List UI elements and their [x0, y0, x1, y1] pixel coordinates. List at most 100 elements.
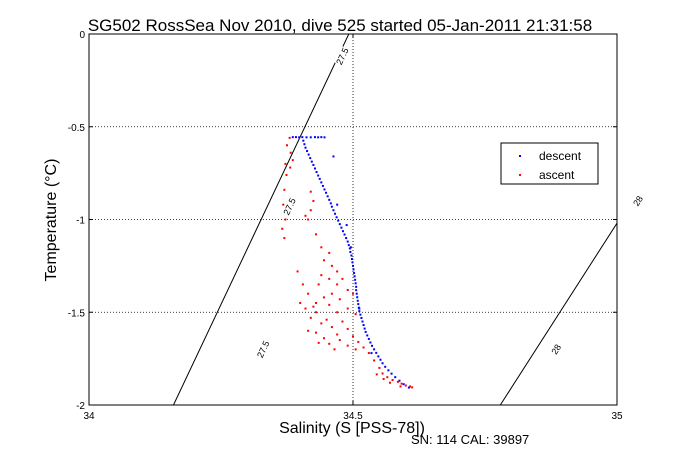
point-descent-50 — [354, 278, 357, 281]
point-ascent-46 — [315, 331, 318, 334]
x-tick-label-1: 34.5 — [343, 411, 363, 422]
isopycnal-label-bg — [254, 339, 272, 360]
point-descent-14 — [307, 153, 310, 156]
data-points — [281, 136, 414, 389]
point-ascent-49 — [322, 337, 325, 340]
point-descent-42 — [349, 250, 352, 253]
y-tick-label-3: -1.5 — [68, 308, 86, 319]
point-ascent-28 — [330, 292, 333, 295]
point-descent-13 — [306, 150, 309, 153]
point-ascent-55 — [362, 346, 365, 349]
point-descent-21 — [318, 177, 321, 180]
point-descent-72 — [377, 355, 380, 358]
point-descent-59 — [358, 310, 361, 313]
point-ascent-70 — [396, 380, 399, 383]
point-ascent-2 — [289, 151, 292, 154]
point-descent-22 — [320, 181, 323, 184]
point-descent-4 — [305, 136, 308, 139]
point-descent-16 — [310, 160, 313, 163]
point-descent-57 — [357, 303, 360, 306]
point-descent-40 — [347, 244, 350, 247]
point-descent-56 — [356, 299, 359, 302]
point-ascent-10 — [281, 227, 284, 230]
point-ascent-45 — [307, 329, 310, 332]
point-ascent-60 — [299, 301, 302, 304]
point-descent-74 — [381, 362, 384, 365]
point-ascent-39 — [309, 316, 312, 319]
point-ascent-36 — [315, 311, 318, 314]
y-tick-label-2: -1 — [76, 216, 85, 227]
point-ascent-21 — [330, 264, 333, 267]
point-descent-38 — [345, 237, 348, 240]
point-descent-85 — [349, 246, 352, 249]
point-ascent-20 — [322, 259, 325, 262]
point-ascent-64 — [367, 352, 370, 355]
point-ascent-34 — [346, 307, 349, 310]
point-ascent-69 — [391, 378, 394, 381]
legend-label-descent: descent — [539, 149, 582, 163]
y-tick-label-0: 0 — [79, 30, 85, 41]
point-descent-30 — [332, 209, 335, 212]
point-ascent-33 — [328, 303, 331, 306]
isopycnal-label-bg — [547, 339, 566, 360]
point-ascent-18 — [320, 246, 323, 249]
point-ascent-43 — [330, 326, 333, 329]
point-ascent-76 — [382, 378, 385, 381]
point-descent-61 — [360, 317, 363, 320]
isopycnal-label-1-2: 28 — [549, 342, 563, 356]
point-descent-24 — [323, 188, 326, 191]
isopycnal-contours: 27.527.527.5282828 — [173, 34, 648, 405]
point-ascent-4 — [289, 166, 292, 169]
point-ascent-26 — [336, 283, 339, 286]
point-ascent-0 — [288, 136, 291, 139]
point-descent-29 — [330, 205, 333, 208]
point-descent-84 — [345, 224, 348, 227]
point-descent-25 — [325, 191, 328, 194]
point-descent-65 — [364, 330, 367, 333]
point-descent-6 — [313, 136, 316, 139]
point-ascent-61 — [307, 292, 310, 295]
y-axis-label: Temperature (°C) — [43, 159, 60, 282]
point-ascent-38 — [354, 313, 357, 316]
point-ascent-75 — [375, 373, 378, 376]
point-ascent-22 — [336, 270, 339, 273]
point-descent-54 — [355, 292, 358, 295]
y-tick-label-4: -2 — [76, 401, 85, 412]
point-ascent-71 — [400, 382, 403, 385]
point-ascent-23 — [320, 274, 323, 277]
point-ascent-6 — [285, 173, 288, 176]
point-descent-32 — [335, 216, 338, 219]
legend-marker-ascent — [519, 174, 521, 176]
point-descent-7 — [317, 136, 320, 139]
point-descent-23 — [321, 184, 324, 187]
point-descent-81 — [407, 386, 410, 389]
isopycnal-label-bg — [629, 190, 648, 212]
point-descent-76 — [387, 369, 390, 372]
point-descent-39 — [346, 240, 349, 243]
point-descent-12 — [304, 146, 307, 149]
point-ascent-3 — [291, 159, 294, 162]
point-ascent-44 — [346, 327, 349, 330]
legend-marker-descent — [519, 155, 521, 157]
point-ascent-8 — [282, 203, 285, 206]
point-descent-35 — [340, 226, 343, 229]
point-descent-27 — [328, 198, 331, 201]
point-ascent-24 — [328, 277, 331, 280]
point-ascent-48 — [352, 335, 354, 338]
point-descent-28 — [329, 202, 332, 205]
point-ascent-67 — [381, 372, 384, 375]
point-descent-70 — [373, 348, 376, 351]
point-ascent-42 — [320, 322, 323, 325]
isopycnal-line-0 — [173, 34, 350, 405]
point-ascent-35 — [304, 307, 307, 310]
point-descent-33 — [337, 219, 340, 222]
point-descent-43 — [350, 254, 353, 257]
point-descent-52 — [355, 285, 358, 288]
point-descent-18 — [313, 167, 316, 170]
point-ascent-53 — [328, 342, 331, 345]
point-ascent-77 — [388, 381, 391, 384]
point-descent-19 — [315, 171, 318, 174]
point-descent-31 — [334, 212, 337, 215]
point-ascent-31 — [352, 292, 354, 295]
